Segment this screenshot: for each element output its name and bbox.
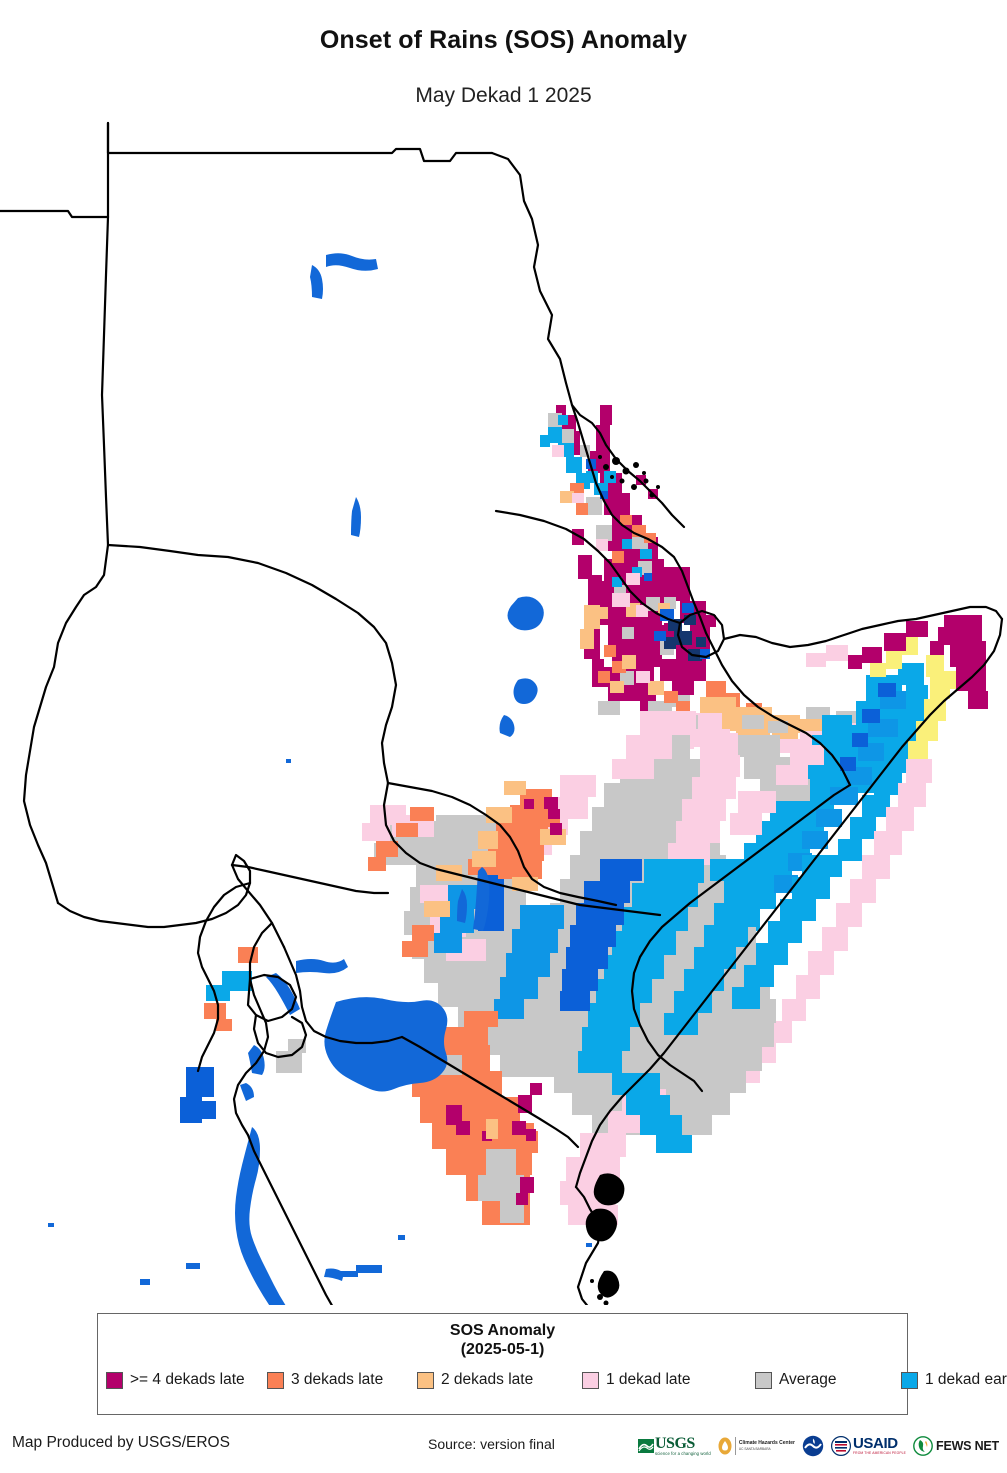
chc-logo-subtext: UC SANTA BARBARA (738, 1446, 771, 1451)
legend-swatch (901, 1371, 918, 1389)
legend-item[interactable]: 1 dekad early (901, 1368, 1007, 1392)
page-title: Onset of Rains (SOS) Anomaly (319, 26, 688, 54)
legend-title: SOS Anomaly (449, 1322, 556, 1339)
map-canvas[interactable] (0, 115, 1007, 1305)
noaa-seal-icon (802, 1435, 824, 1457)
chc-droplet-icon (718, 1437, 732, 1455)
usgs-logo: USGS science for a changing world (637, 1431, 711, 1461)
usaid-logo-text: USAID (853, 1435, 898, 1453)
chc-logo: Climate Hazards Center UC SANTA BARBARA (718, 1431, 795, 1461)
coastal-islands (585, 1173, 625, 1305)
footer: Map Produced by USGS/EROS Source: versio… (0, 1424, 1007, 1473)
usaid-seal-icon (831, 1436, 851, 1456)
legend-swatch (582, 1371, 599, 1389)
usaid-logo: USAID FROM THE AMERICAN PEOPLE (831, 1431, 906, 1461)
logo-divider (734, 1437, 736, 1455)
country-borders (0, 121, 1004, 1305)
legend-label: 1 dekad early (925, 1371, 1007, 1388)
fews-net-logo-text: FEWS NET (936, 1439, 999, 1453)
water-bodies (48, 253, 592, 1305)
fews-globe-icon (913, 1436, 933, 1456)
usgs-logo-text: USGS (654, 1434, 695, 1452)
legend-items: >= 4 dekads late 3 dekads late 2 dekads … (106, 1368, 1007, 1392)
legend-swatch (267, 1371, 284, 1389)
legend-item[interactable]: 1 dekad late (582, 1368, 755, 1392)
legend-label: 3 dekads late (291, 1371, 384, 1388)
footer-source: Source: version final (428, 1436, 555, 1452)
legend-item[interactable]: 3 dekads late (267, 1368, 417, 1392)
legend-swatch (106, 1371, 123, 1389)
anomaly-raster (180, 405, 988, 1225)
chc-logo-text: Climate Hazards Center (738, 1440, 795, 1447)
map-legend: SOS Anomaly (2025-05-1) >= 4 dekads late… (97, 1313, 1007, 1415)
footer-logos: USGS science for a changing world Climat… (637, 1429, 999, 1463)
map-svg[interactable] (0, 115, 1007, 1305)
dahlak-islands (598, 455, 660, 498)
legend-item[interactable]: 2 dekads late (417, 1368, 582, 1392)
usgs-mark-icon (637, 1439, 654, 1453)
legend-swatch (417, 1371, 434, 1389)
usgs-logo-subtext: science for a changing world (654, 1450, 711, 1456)
page-subtitle: May Dekad 1 2025 (415, 84, 592, 107)
legend-item[interactable]: Average (755, 1368, 901, 1392)
legend-subtitle: (2025-05-1) (460, 1341, 545, 1358)
legend-label: >= 4 dekads late (130, 1371, 245, 1388)
legend-label: Average (779, 1371, 837, 1388)
usaid-logo-subtext: FROM THE AMERICAN PEOPLE (853, 1451, 907, 1456)
fews-net-logo: FEWS NET (913, 1431, 999, 1461)
noaa-logo (802, 1431, 824, 1461)
footer-credit: Map Produced by USGS/EROS (12, 1434, 230, 1451)
legend-item[interactable]: >= 4 dekads late (106, 1368, 267, 1392)
legend-label: 2 dekads late (441, 1371, 534, 1388)
legend-label: 1 dekad late (606, 1371, 691, 1388)
legend-swatch (755, 1371, 772, 1389)
